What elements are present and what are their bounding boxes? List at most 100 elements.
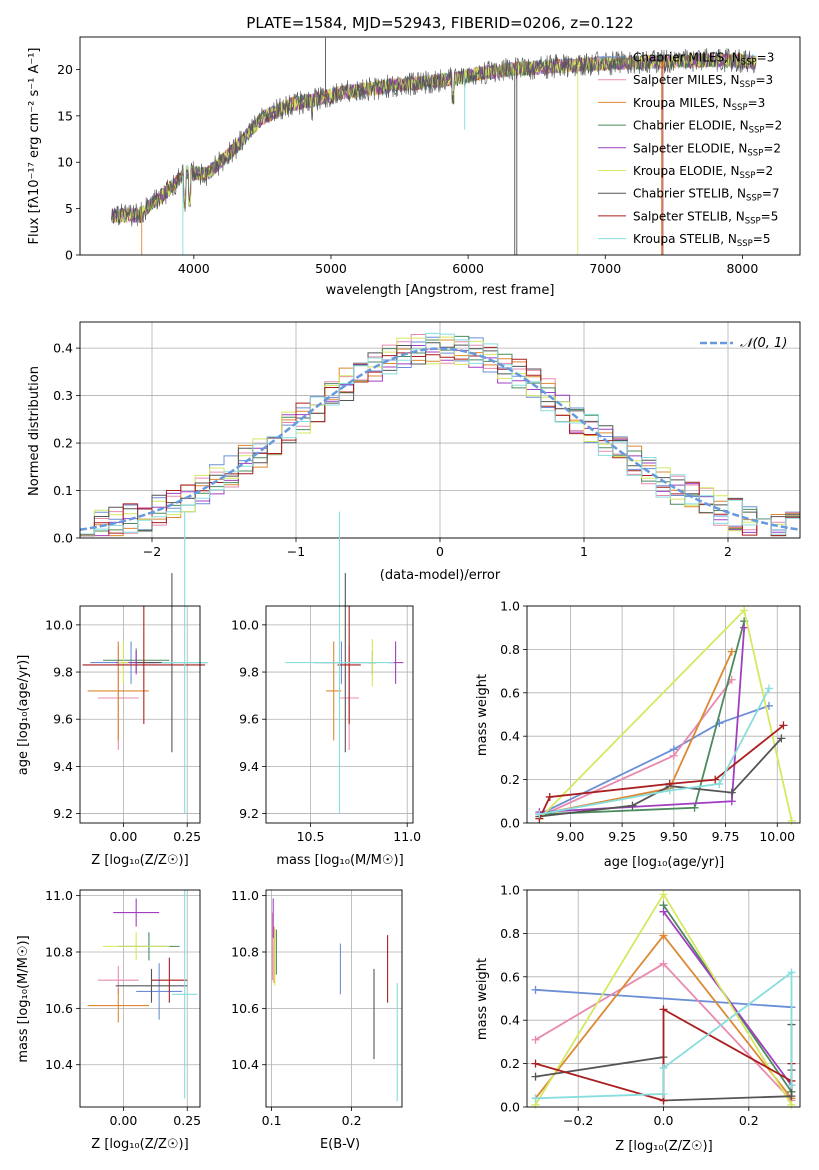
age-z-plot-area	[82, 511, 208, 814]
mw-age-marker-salpeter-elodie-1	[727, 797, 736, 806]
mw-age-ytick-label-4: 0.8	[500, 642, 520, 657]
legend-label-kroupa-elodie: Kroupa ELODIE, NSSP=2	[633, 164, 773, 181]
mass-z-frame	[79, 889, 201, 1108]
mass-weight-vs-metallicity-panel: −0.2 0.0 0.2 0.0 0.2 0.4 0.6 0.8 1.0	[500, 883, 801, 1128]
histogram-step-kroupa-elodie	[80, 336, 800, 536]
histogram-xtick-label-1: −1	[287, 544, 305, 559]
mw-age-xlabel: age [log₁₀(age/yr)]	[604, 855, 725, 870]
mass-z-xtick-label-0: 0.00	[109, 1113, 137, 1128]
mw-age-xtick-label-2: 9.50	[660, 829, 688, 844]
mw-age-ytick-label-3: 0.6	[500, 685, 520, 700]
mw-z-ytick-label-0: 0.0	[500, 1100, 520, 1115]
age-mass-ytick-label-3: 9.8	[239, 665, 259, 680]
histogram-ytick-label-3: 0.3	[53, 388, 73, 403]
mw-age-xtick-label-0: 9.00	[557, 829, 585, 844]
mw-z-marker-kroupa-stelib-0	[531, 1094, 540, 1103]
mw-z-marker-salpeter-stelib-0	[531, 1059, 540, 1068]
age-mass-frame	[265, 605, 414, 824]
spectrum-ytick-label-1: 5	[65, 201, 73, 216]
legend-label-kroupa-miles: Kroupa MILES, NSSP=3	[633, 96, 765, 113]
mw-age-marker-kroupa-elodie-1	[740, 606, 749, 615]
mw-age-xtick-label-4: 10.00	[759, 829, 795, 844]
histogram-step-chabrier-stelib	[80, 342, 800, 536]
mw-age-marker-kroupa-stelib-3	[764, 684, 773, 693]
spectrum-legend: Chabrier MILES, NSSP=3 Salpeter MILES, NS…	[598, 51, 782, 249]
mass-ebv-frame	[265, 889, 403, 1108]
mw-age-marker-kroupa-stelib-0	[535, 810, 544, 819]
mw-z-marker-salpeter-elodie-0	[659, 907, 668, 916]
mass-ebv-plot-area	[271, 898, 398, 1102]
age-z-ytick-label-4: 10.0	[45, 617, 73, 632]
spectrum-frame	[79, 36, 801, 256]
legend-label-chabrier-miles: Chabrier MILES, NSSP=3	[633, 51, 774, 68]
age-z-frame	[79, 605, 201, 824]
mw-z-ytick-label-2: 0.4	[500, 1013, 520, 1028]
mw-z-ytick-label-3: 0.6	[500, 969, 520, 984]
mw-z-ytick-label-4: 0.8	[500, 926, 520, 941]
mass-z-ytick-label-3: 11.0	[45, 888, 73, 903]
legend-label-kroupa-stelib: Kroupa STELIB, NSSP=5	[633, 232, 771, 249]
mw-age-marker-salpeter-stelib-3	[711, 775, 720, 784]
legend-label-salpeter-miles: Salpeter MILES, NSSP=3	[633, 73, 773, 90]
mw-z-marker-chabrier-miles-0	[531, 985, 540, 994]
mw-age-marker-kroupa-elodie-2	[787, 816, 796, 825]
spectrum-ytick-label-3: 15	[57, 108, 73, 123]
mass-weight-vs-age-panel: 9.00 9.25 9.50 9.75 10.00 0.0 0.2 0.4 0.6 0.8 1.0	[500, 599, 801, 844]
histogram-xtick-label-3: 1	[580, 544, 588, 559]
age-z-ytick-label-1: 9.4	[53, 759, 73, 774]
histogram-xtick-label-2: 0	[436, 544, 444, 559]
histogram-step-salpeter-stelib	[80, 346, 800, 537]
normal-curve	[79, 347, 801, 531]
histogram-ylabel: Normed distribution	[27, 366, 42, 496]
mass-z-ytick-label-1: 10.6	[45, 1001, 73, 1016]
mw-age-ytick-label-2: 0.4	[500, 729, 520, 744]
mw-age-marker-chabrier-stelib-4	[777, 734, 786, 743]
mw-z-marker-kroupa-stelib-3	[787, 968, 796, 977]
mw-z-marker-salpeter-miles-0	[531, 1035, 540, 1044]
spectrum-xtick-label-2: 6000	[452, 261, 484, 276]
mass-z-ylabel: mass [log₁₀(M/M☉)]	[16, 935, 31, 1062]
mw-z-marker-chabrier-stelib-0	[531, 1072, 540, 1081]
mw-z-marker-salpeter-miles-1	[659, 959, 668, 968]
mw-age-marker-salpeter-stelib-4	[779, 721, 788, 730]
mw-age-marker-salpeter-stelib-1	[545, 792, 554, 801]
mw-age-ytick-label-5: 1.0	[500, 599, 520, 614]
mw-age-marker-kroupa-stelib-2	[715, 779, 724, 788]
mw-age-marker-chabrier-stelib-3	[727, 788, 736, 797]
histogram-xlabel: (data-model)/error	[380, 568, 501, 583]
spectrum-xtick-label-1: 5000	[315, 261, 347, 276]
mw-age-xtick-label-3: 9.75	[712, 829, 740, 844]
mass-z-xtick-label-1: 0.25	[173, 1113, 201, 1128]
mass-vs-ebv-panel: 0.1 0.2 10.4 10.6 10.8 11.0	[231, 888, 403, 1128]
spectrum-panel: 4000 5000 6000 7000 8000 0 5 10 15 20	[57, 36, 801, 276]
mw-age-ytick-label-1: 0.2	[500, 772, 520, 787]
spectrum-plot-area	[111, 37, 757, 255]
mw-age-xtick-label-1: 9.25	[608, 829, 636, 844]
age-mass-xlabel: mass [log₁₀(M/M☉)]	[276, 853, 403, 868]
age-mass-plot-area	[285, 511, 404, 814]
spectrum-xtick-label-4: 8000	[726, 261, 758, 276]
residual-histogram-panel: −2 −1 0 1 2 0.0 0.1 0.2 0.3 0.4	[53, 321, 801, 559]
age-mass-xtick-label-1: 11.0	[393, 829, 421, 844]
mw-z-marker-kroupa-miles-1	[659, 931, 668, 940]
age-z-ytick-label-2: 9.6	[53, 712, 73, 727]
mass-z-plot-area	[87, 890, 198, 1099]
histogram-ytick-label-1: 0.1	[53, 483, 73, 498]
mass-ebv-ytick-label-1: 10.6	[231, 1001, 259, 1016]
mw-age-marker-salpeter-elodie-2	[740, 623, 749, 632]
histogram-xtick-label-0: −2	[143, 544, 161, 559]
legend-label-chabrier-stelib: Chabrier STELIB, NSSP=7	[633, 187, 780, 204]
spectrum-ylabel: Flux [fλ10⁻¹⁷ erg cm⁻² s⁻¹ A⁻¹]	[27, 48, 42, 245]
age-vs-mass-panel: 10.5 11.0 9.2 9.4 9.6 9.8 10.0	[231, 511, 421, 844]
age-z-xtick-label-1: 0.25	[173, 829, 201, 844]
mass-vs-metallicity-panel: 0.00 0.25 10.4 10.6 10.8 11.0	[45, 888, 201, 1128]
mw-age-marker-salpeter-miles-1	[669, 751, 678, 760]
mw-z-marker-salpeter-stelib-2	[659, 1005, 668, 1014]
mw-z-xtick-label-2: 0.2	[739, 1113, 759, 1128]
mw-age-frame	[526, 605, 801, 824]
histogram-plot-area	[79, 332, 801, 537]
age-z-ytick-label-0: 9.2	[53, 806, 73, 821]
age-z-xtick-label-0: 0.00	[109, 829, 137, 844]
histogram-ytick-label-0: 0.0	[53, 531, 73, 546]
